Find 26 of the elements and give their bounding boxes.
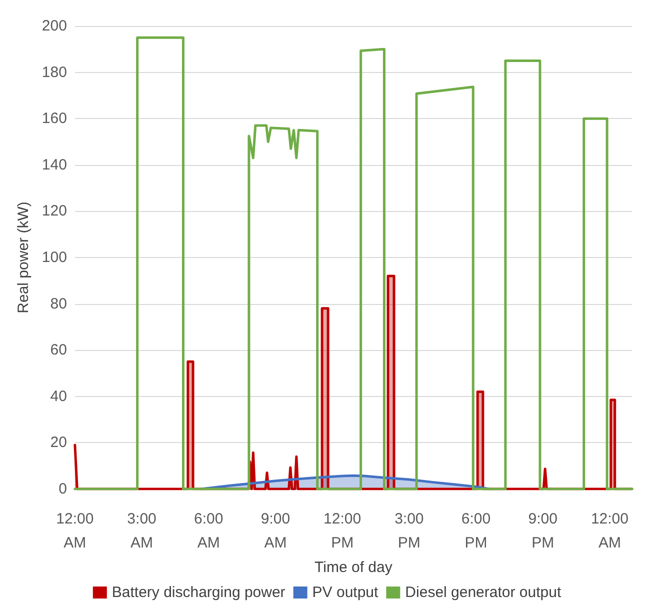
x-axis-title: Time of day — [314, 558, 393, 576]
x-tick-label: 6:00 AM — [194, 510, 224, 552]
y-tick-label: 140 — [42, 156, 67, 174]
y-tick-label: 200 — [42, 18, 67, 34]
y-axis-title: Real power (kW) — [15, 202, 32, 314]
y-tick-label: 40 — [50, 388, 67, 405]
y-tick-label: 160 — [42, 110, 67, 128]
x-tick-label: 9:00 AM — [260, 510, 290, 552]
x-tick-label: 3:00 AM — [127, 510, 156, 552]
legend-label: PV output — [312, 584, 380, 601]
y-tick-label: 60 — [50, 342, 67, 359]
x-tick-label: 12:00 AM — [56, 510, 94, 552]
y-tick-label: 20 — [50, 434, 67, 452]
legend-label: Diesel generator output — [405, 584, 562, 601]
y-tick-label: 120 — [42, 202, 67, 220]
x-tick-label: 12:00 AM — [590, 510, 628, 552]
y-tick-label: 80 — [50, 295, 67, 312]
x-tick-label: 3:00 PM — [394, 510, 424, 552]
x-tick-label: 9:00 PM — [528, 510, 558, 552]
line-series — [74, 36, 634, 490]
x-tick-label: 6:00 PM — [461, 510, 491, 552]
y-tick-label: 100 — [42, 249, 67, 266]
legend-label: Battery discharging power — [112, 584, 286, 601]
y-tick-label: 180 — [42, 64, 67, 81]
y-tick-label: 0 — [58, 480, 67, 498]
x-tick-label: 12:00 PM — [324, 510, 362, 552]
